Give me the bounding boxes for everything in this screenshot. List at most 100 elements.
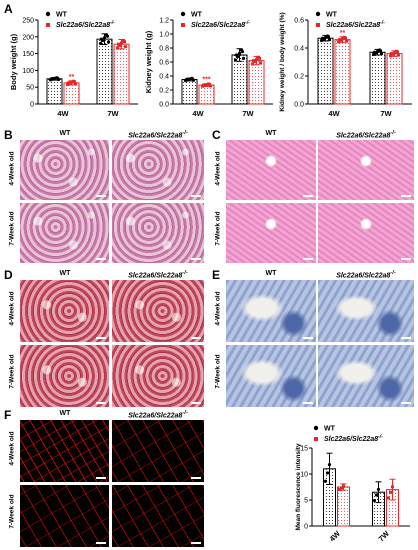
micrograph-pas-ko-4w — [112, 280, 204, 342]
row-label-4w-c: 4-Week old — [214, 151, 222, 186]
data-point — [105, 34, 110, 38]
legend-label-wt: WT — [56, 12, 68, 19]
data-point — [327, 38, 332, 42]
bar — [46, 78, 63, 105]
bar — [337, 486, 350, 527]
micrograph-he-kidney-ko-7w — [112, 203, 204, 263]
data-point — [240, 50, 245, 54]
data-point — [345, 39, 348, 43]
legend-marker-wt — [313, 425, 319, 431]
y-axis-label: Kidney weight (g) — [144, 30, 153, 93]
data-point — [67, 81, 70, 85]
row-label-7w-f: 7-Week old — [8, 494, 16, 529]
row-label-7w: 7-Week old — [8, 211, 16, 246]
data-point — [393, 51, 396, 55]
micrograph-he-kidney-wt-7w — [20, 203, 109, 263]
x-tick-label: 4W — [192, 109, 204, 118]
column-header-ko-f: Slc22a6/Slc22a8-/- — [128, 410, 188, 420]
y-tick-label: 250 — [22, 18, 34, 25]
data-point — [55, 76, 60, 80]
y-tick-label: 100 — [22, 68, 34, 75]
data-point — [372, 498, 377, 503]
legend-marker-wt — [45, 11, 51, 17]
y-axis-label: Body weight (g) — [9, 33, 18, 90]
bar — [369, 51, 386, 105]
panel-label-d: D — [4, 268, 13, 282]
data-point — [327, 463, 332, 467]
bar — [96, 38, 113, 105]
data-point — [389, 54, 392, 58]
data-point — [378, 49, 383, 53]
legend-label-ko: Slc22a6/Slc22a8-/- — [191, 20, 250, 29]
legend-marker-ko — [46, 23, 50, 27]
data-point — [202, 83, 205, 87]
y-tick-label: 0.0 — [294, 102, 304, 109]
data-point — [184, 77, 189, 82]
data-point — [389, 490, 392, 494]
data-point — [117, 42, 120, 46]
data-point — [120, 41, 123, 45]
legend-marker-wt — [180, 11, 186, 17]
panel-label-e: E — [212, 268, 221, 282]
micrograph-ihc-wt-7w — [226, 345, 316, 407]
x-tick-label: 4W — [328, 109, 340, 118]
column-header-wt-d: WT — [59, 270, 71, 277]
column-header-wt-c: WT — [265, 130, 277, 137]
data-point — [251, 62, 254, 66]
data-point — [99, 37, 104, 41]
micrograph-he-liver-wt-4w — [226, 140, 316, 200]
x-tick-label: 7W — [107, 109, 119, 118]
data-point — [259, 61, 262, 65]
y-tick-label: 10 — [300, 472, 308, 479]
micrograph-he-liver-ko-4w — [318, 140, 414, 200]
bar — [231, 54, 248, 105]
column-header-wt-e: WT — [265, 270, 277, 277]
panel-label-a: A — [4, 2, 13, 16]
data-point — [255, 57, 258, 61]
chart-body-weight: 0 50 100 150 200 250 Body weight (g) ** 4W 7W WTSl… — [9, 11, 138, 118]
y-tick-label: 1.2 — [159, 18, 169, 25]
data-point — [66, 82, 69, 86]
data-point — [341, 37, 344, 41]
micrograph-ihc-ko-4w — [318, 280, 414, 342]
column-header-ko-d: Slc22a6/Slc22a8-/- — [128, 270, 188, 280]
y-tick-label: 200 — [22, 34, 34, 41]
y-tick-label: 0.0 — [159, 102, 169, 109]
panel-label-b: B — [4, 128, 13, 142]
x-tick-label: 4W — [57, 109, 69, 118]
significance-marker: ** — [340, 30, 346, 37]
data-point — [379, 52, 384, 56]
column-header-ko-c: Slc22a6/Slc22a8-/- — [336, 130, 396, 140]
micrograph-he-liver-wt-7w — [226, 203, 316, 263]
bar — [63, 82, 80, 105]
y-tick-label: 15 — [300, 446, 308, 453]
data-point — [323, 479, 328, 483]
y-axis-label: Kidney weight / body weight (%) — [279, 12, 286, 111]
row-label-4w-d: 4-Week old — [8, 291, 16, 326]
bar — [113, 43, 130, 105]
column-header-ko-e: Slc22a6/Slc22a8-/- — [336, 270, 396, 280]
data-point — [49, 77, 54, 81]
y-axis-label: Mean fluorescence intensity — [295, 443, 302, 530]
column-header-ko: Slc22a6/Slc22a8-/- — [128, 130, 188, 140]
legend-label-wt: WT — [326, 12, 338, 19]
bar — [248, 60, 265, 105]
data-point — [70, 80, 73, 84]
data-point — [326, 35, 331, 39]
chart-kidney-body-ratio: 0.0 0.2 0.4 0.6 Kidney weight / body weight … — [279, 12, 412, 118]
y-tick-label: 0.6 — [294, 18, 304, 25]
legend-label-ko: Slc22a6/Slc22a8-/- — [56, 20, 115, 29]
y-tick-label: 150 — [22, 51, 34, 58]
row-label-7w-c: 7-Week old — [214, 211, 222, 246]
chart-kidney-weight: 0.0 0.2 0.4 0.6 0.8 1.0 1.2 Kidney weight (g) **… — [144, 11, 273, 118]
bar — [317, 37, 334, 105]
data-point — [205, 83, 208, 87]
data-point — [252, 59, 255, 63]
micrograph-fluorescence-wt-7w — [20, 485, 109, 547]
x-tick-label: 4W — [328, 528, 343, 543]
data-point — [258, 56, 261, 60]
x-tick-label: 7W — [377, 528, 392, 543]
micrograph-fluorescence-ko-7w — [112, 485, 204, 547]
y-tick-label: 1.0 — [159, 32, 169, 39]
